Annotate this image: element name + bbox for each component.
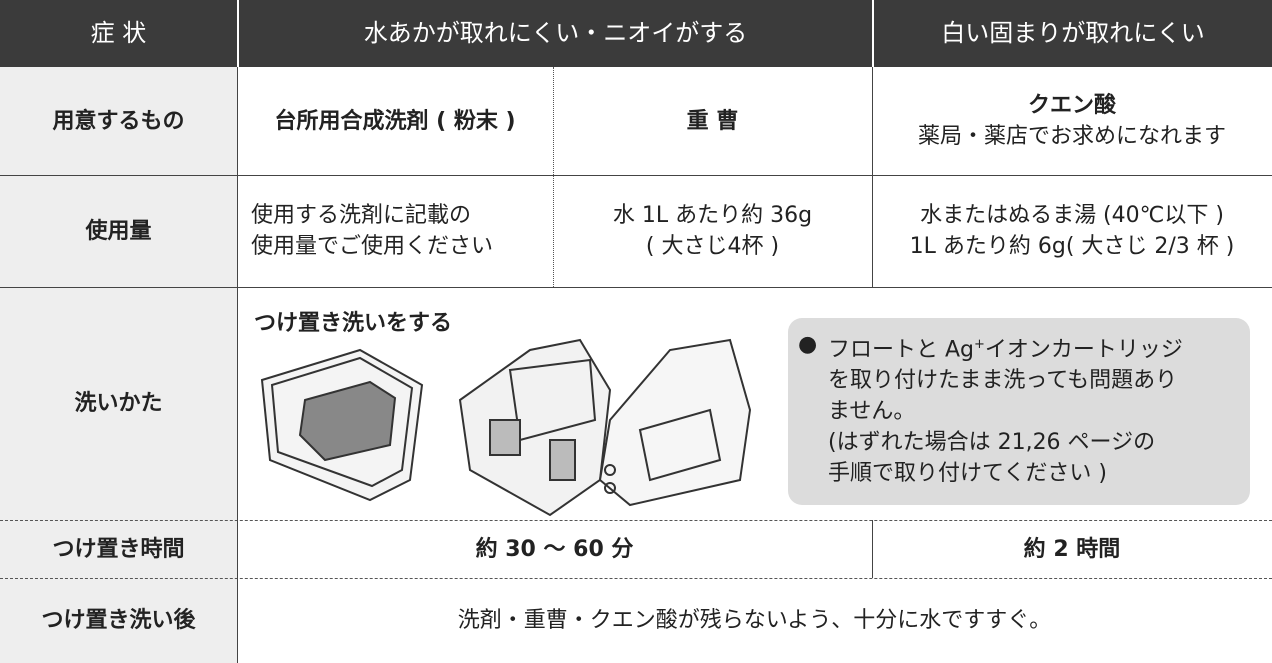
note-bullet: ● — [798, 332, 818, 357]
label-text: 用意するもの — [52, 108, 185, 134]
cell: 使用する洗剤に記載の 使用量でご使用ください — [237, 175, 553, 287]
row-label: 使用量 — [0, 175, 237, 287]
cell-line: ( 大さじ4杯 ) — [645, 234, 780, 259]
cell: 約 30 ～ 60 分 — [237, 520, 872, 578]
note-line: 手順で取り付けてください ) — [828, 461, 1107, 487]
rule — [0, 520, 1272, 521]
illustration — [260, 338, 752, 517]
cell-text: 約 2 時間 — [1023, 536, 1121, 562]
rule — [872, 520, 873, 578]
section-heading: つけ置き洗いをする — [254, 311, 453, 336]
rule — [553, 67, 554, 287]
cell-line: 使用量でご使用ください — [251, 234, 494, 259]
row-label: 洗いかた — [0, 287, 237, 520]
cell-text: 約 30 ～ 60 分 — [475, 536, 634, 562]
header-cell: 症 状 — [0, 0, 237, 67]
label-text: つけ置き時間 — [52, 536, 185, 562]
label-text: 使用量 — [85, 218, 152, 244]
cell-line: 水 1L あたり約 36g — [612, 203, 813, 228]
cell-line: 水またはぬるま湯 (40℃以下 ) — [920, 203, 1224, 228]
cell: 洗剤・重曹・クエン酸が残らないよう、十分に水ですすぐ。 — [237, 578, 1272, 663]
header-text: 水あかが取れにくい・ニオイがする — [363, 19, 748, 47]
note-line: を取り付けたまま洗っても問題あり — [828, 368, 1178, 394]
cell-note: 薬局・薬店でお求めになれます — [917, 124, 1226, 149]
header-cell: 白い固まりが取れにくい — [872, 0, 1272, 67]
note-line: フロートと Ag+イオンカートリッジ — [828, 329, 1183, 365]
cell: 重 曹 — [553, 67, 872, 175]
note-text: フロートと Ag+イオンカートリッジ を取り付けたまま洗っても問題あり ません。 (… — [828, 329, 1183, 489]
cell: 水またはぬるま湯 (40℃以下 ) 1L あたり約 6g( 大さじ 2/3 杯 ) — [872, 175, 1272, 287]
note-superscript: + — [974, 337, 985, 352]
rule — [237, 67, 238, 663]
header-cell: 水あかが取れにくい・ニオイがする — [237, 0, 872, 67]
cell-line: 使用する洗剤に記載の — [251, 203, 472, 228]
header-text: 症 状 — [90, 19, 147, 47]
row-label: 用意するもの — [0, 67, 237, 175]
cell: 水 1L あたり約 36g ( 大さじ4杯 ) — [553, 175, 872, 287]
row-label: つけ置き時間 — [0, 520, 237, 578]
cell: クエン酸薬局・薬店でお求めになれます — [872, 67, 1272, 175]
cell-title: 重 曹 — [686, 108, 739, 134]
rule — [0, 175, 1272, 176]
cell-title: 台所用合成洗剤 ( 粉末 ) — [274, 108, 516, 134]
cell-line: 1L あたり約 6g( 大さじ 2/3 杯 ) — [909, 234, 1235, 259]
cell-title: クエン酸 — [1027, 93, 1116, 118]
cell-text: 洗剤・重曹・クエン酸が残らないよう、十分に水ですすぐ。 — [457, 608, 1052, 633]
label-text: 洗いかた — [74, 391, 163, 416]
rule — [0, 578, 1272, 579]
row-label: つけ置き洗い後 — [0, 578, 237, 663]
cell: 約 2 時間 — [872, 520, 1272, 578]
header-text: 白い固まりが取れにくい — [941, 19, 1205, 47]
label-text: つけ置き洗い後 — [41, 608, 196, 633]
rule — [872, 67, 873, 287]
note-line: ません。 — [828, 399, 916, 425]
note-segment: イオンカートリッジ — [984, 337, 1183, 363]
cell: 台所用合成洗剤 ( 粉末 ) — [237, 67, 553, 175]
note-line: (はずれた場合は 21,26 ページの — [828, 430, 1156, 456]
rule — [0, 287, 1272, 288]
note-box — [788, 318, 1250, 505]
note-segment: フロートと Ag — [828, 337, 975, 363]
